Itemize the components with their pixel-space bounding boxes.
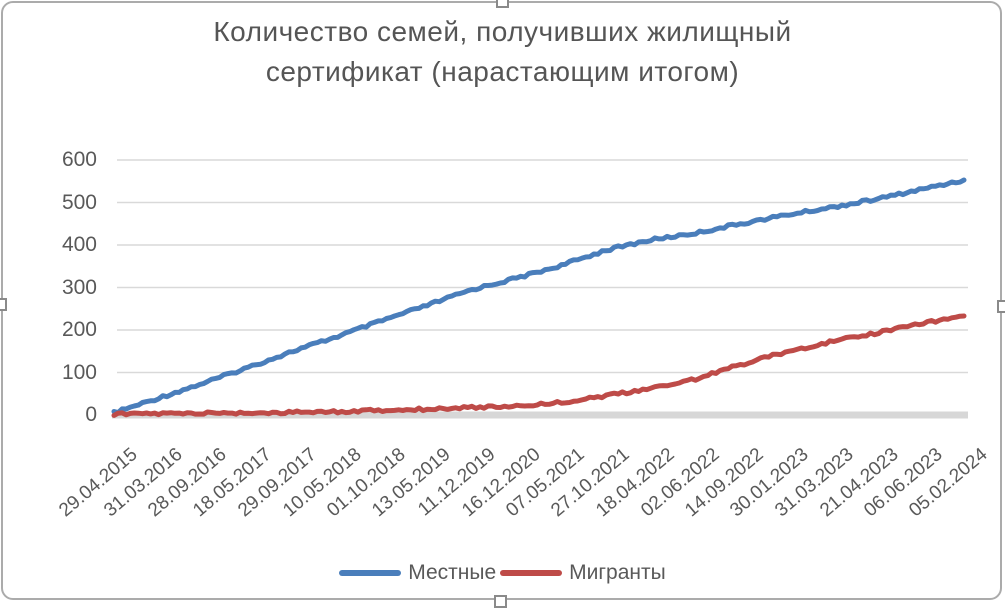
y-tick-label: 400 [61,233,97,256]
chart-title-line1: Количество семей, получивших жилищный [213,16,792,47]
y-tick-label: 500 [61,190,97,214]
resize-handle-bottom[interactable] [494,595,507,608]
legend-label: Мигранты [569,561,666,584]
resize-handle-top[interactable] [496,0,509,8]
series-line-1 [111,177,967,416]
y-tick-label: 600 [61,148,97,171]
y-tick-label: 300 [61,275,97,299]
resize-handle-left[interactable] [0,298,7,311]
x-axis-line [112,411,968,419]
series-line-2 [111,313,967,418]
legend-item-2: Мигранты [500,561,666,585]
legend-label: Местные [408,561,497,584]
y-tick-label: 200 [61,318,97,341]
x-tick-label: 05.02.2024 [883,444,991,521]
resize-handle-right[interactable] [997,300,1005,313]
y-tick-label: 0 [85,403,97,426]
legend-swatch-icon [500,570,563,576]
y-tick-label: 100 [61,360,97,384]
legend-swatch-icon [339,570,402,576]
chart-title: Количество семей, получивших жилищный се… [0,12,1005,92]
legend-item-1: Местные [339,561,496,585]
legend: Местные Мигранты [0,561,1005,585]
chart-title-line2: сертификат (нарастающим итогом) [265,56,740,87]
